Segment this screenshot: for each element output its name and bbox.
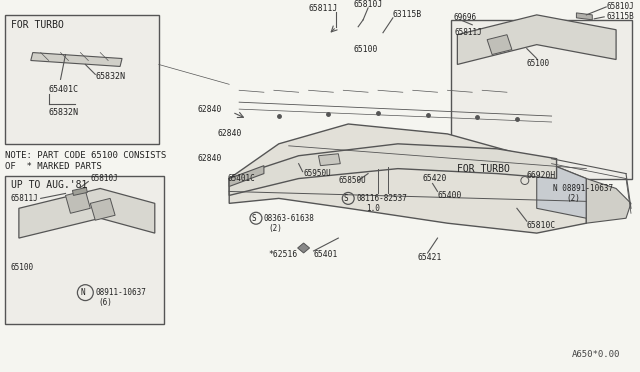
Text: 65810C: 65810C bbox=[527, 221, 556, 230]
Polygon shape bbox=[65, 190, 90, 213]
Text: 65400: 65400 bbox=[438, 191, 462, 200]
Polygon shape bbox=[586, 179, 631, 223]
Polygon shape bbox=[229, 166, 264, 186]
Text: 08116-82537: 08116-82537 bbox=[356, 194, 407, 203]
Text: (6): (6) bbox=[99, 298, 112, 307]
Polygon shape bbox=[72, 187, 87, 195]
Text: 08363-61638: 08363-61638 bbox=[264, 214, 315, 223]
Text: 65401C: 65401C bbox=[49, 85, 79, 94]
Text: 65832N: 65832N bbox=[49, 108, 79, 116]
Text: NOTE: PART CODE 65100 CONSISTS: NOTE: PART CODE 65100 CONSISTS bbox=[5, 151, 166, 160]
Bar bbox=[451, 20, 632, 179]
Text: 69696: 69696 bbox=[453, 13, 477, 22]
Polygon shape bbox=[31, 52, 122, 67]
Text: OF  * MARKED PARTS: OF * MARKED PARTS bbox=[5, 162, 102, 171]
Polygon shape bbox=[229, 144, 557, 195]
Text: A650*0.00: A650*0.00 bbox=[572, 350, 620, 359]
Text: 65810J: 65810J bbox=[90, 174, 118, 183]
Text: 65810J: 65810J bbox=[353, 0, 383, 9]
Polygon shape bbox=[458, 15, 616, 64]
Text: N: N bbox=[80, 288, 84, 297]
Bar bbox=[5, 176, 164, 324]
Text: 65811J: 65811J bbox=[308, 4, 338, 13]
Polygon shape bbox=[487, 35, 512, 55]
Text: 65421: 65421 bbox=[418, 253, 442, 262]
Polygon shape bbox=[577, 13, 592, 20]
Text: 65401: 65401 bbox=[314, 250, 338, 259]
Polygon shape bbox=[319, 154, 340, 166]
Polygon shape bbox=[229, 124, 586, 233]
Text: 62840: 62840 bbox=[198, 154, 222, 163]
Text: S: S bbox=[252, 214, 256, 223]
Text: (2): (2) bbox=[566, 194, 580, 203]
Text: (2): (2) bbox=[269, 224, 283, 232]
Text: 65810J: 65810J bbox=[606, 3, 634, 12]
Polygon shape bbox=[298, 243, 310, 253]
Text: 65811J: 65811J bbox=[11, 194, 38, 203]
Text: 65950U: 65950U bbox=[303, 169, 332, 178]
Text: 65832N: 65832N bbox=[95, 72, 125, 81]
Text: 1.0: 1.0 bbox=[366, 204, 380, 213]
Text: 65811J: 65811J bbox=[454, 28, 482, 37]
Text: S: S bbox=[344, 194, 349, 203]
Polygon shape bbox=[90, 198, 115, 220]
Text: 08911-10637: 08911-10637 bbox=[95, 288, 146, 297]
Text: 66920H: 66920H bbox=[527, 171, 556, 180]
Text: FOR TURBO: FOR TURBO bbox=[458, 164, 510, 174]
Polygon shape bbox=[537, 159, 586, 218]
Text: 62840: 62840 bbox=[218, 129, 242, 138]
Polygon shape bbox=[19, 189, 155, 238]
Bar bbox=[5, 15, 159, 144]
Text: *62516: *62516 bbox=[269, 250, 298, 259]
Text: 65100: 65100 bbox=[353, 45, 378, 54]
Text: 65850U: 65850U bbox=[339, 176, 366, 185]
Text: 63115B: 63115B bbox=[393, 10, 422, 19]
Text: FOR TURBO: FOR TURBO bbox=[11, 20, 64, 30]
Text: N 08891-10637: N 08891-10637 bbox=[552, 184, 612, 193]
Text: 62840: 62840 bbox=[198, 105, 222, 113]
Text: UP TO AUG.'81: UP TO AUG.'81 bbox=[11, 180, 87, 190]
Text: 63115B: 63115B bbox=[606, 12, 634, 21]
Text: 65100: 65100 bbox=[527, 59, 550, 68]
Text: 65100: 65100 bbox=[11, 263, 34, 272]
Text: 65401C: 65401C bbox=[227, 174, 255, 183]
Text: 65420: 65420 bbox=[422, 174, 447, 183]
